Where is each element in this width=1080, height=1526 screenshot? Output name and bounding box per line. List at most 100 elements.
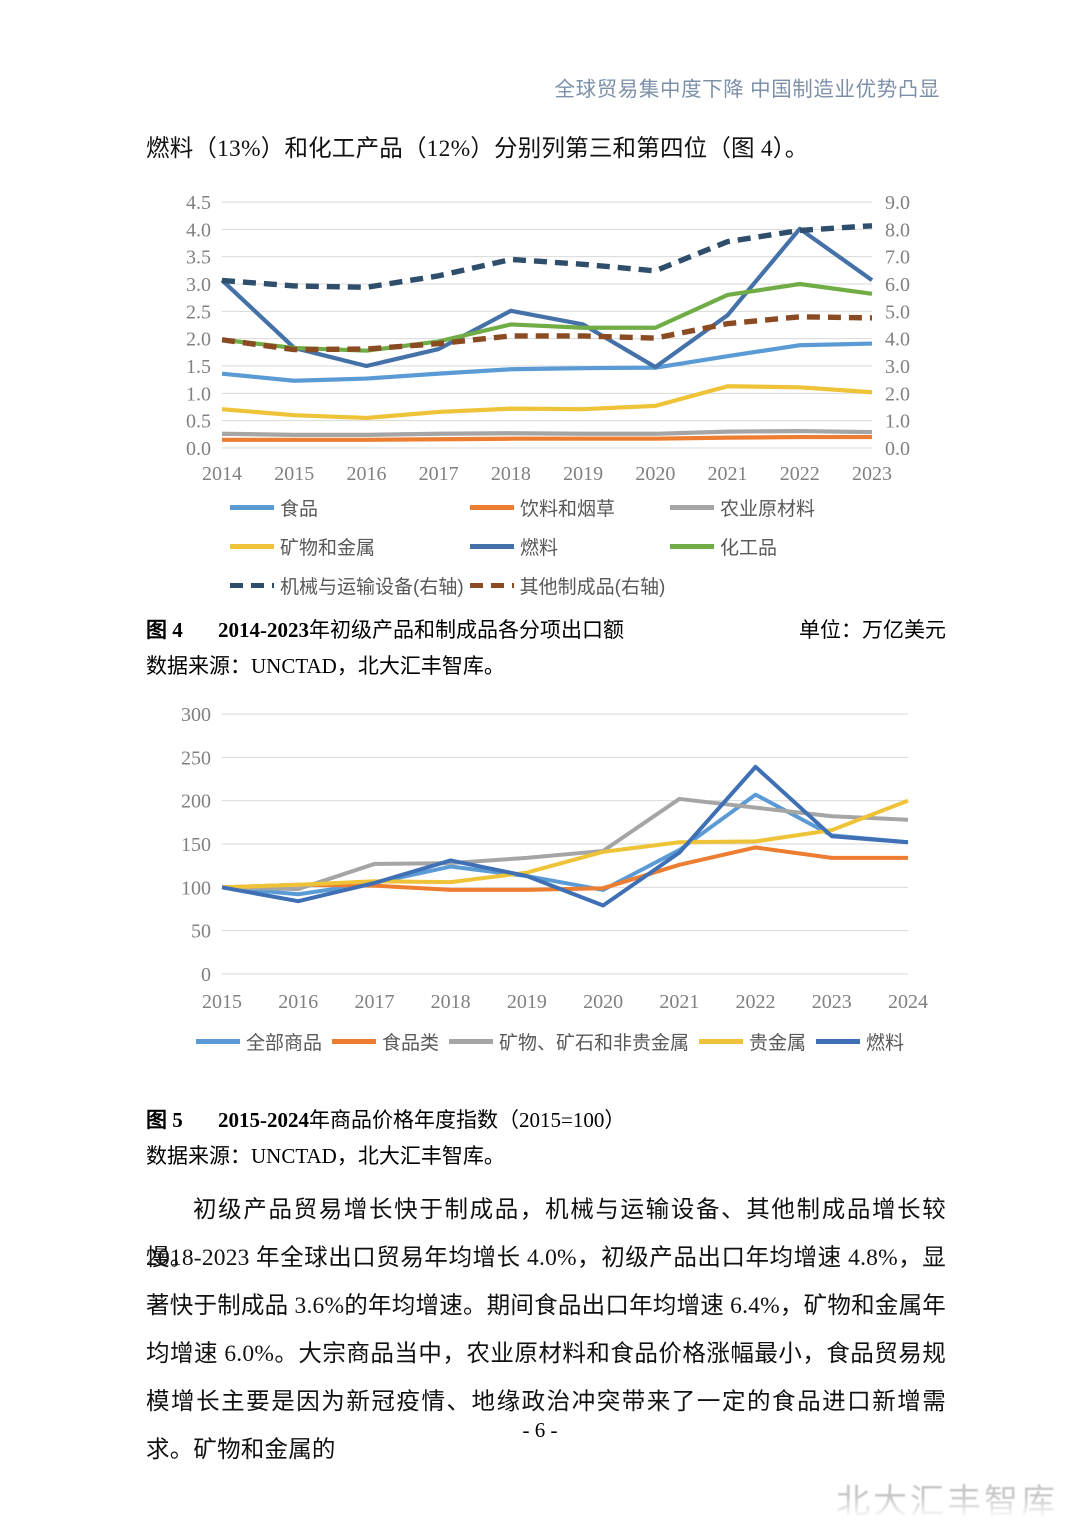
figure-5-caption-text: 年商品价格年度指数（2015=100） [309, 1108, 626, 1132]
y2-axis-tick-label: 3.0 [885, 356, 910, 378]
y2-axis-tick-label: 7.0 [885, 247, 910, 269]
x-axis-tick-label: 2015 [274, 463, 314, 485]
legend-dashed-swatch [230, 583, 274, 588]
y2-axis-tick-label: 8.0 [885, 219, 910, 241]
y-axis-tick-label: 100 [181, 877, 211, 899]
x-axis-tick-label: 2023 [812, 991, 852, 1013]
legend-line-swatch [670, 505, 714, 510]
series-line [222, 434, 872, 442]
x-axis-tick-label: 2016 [278, 991, 318, 1013]
series-line [221, 428, 873, 437]
series-line [221, 798, 909, 890]
y-axis-tick-label: 1.5 [186, 356, 211, 378]
figure-5-years: 2015-2024 [218, 1108, 309, 1132]
figure-4-years: 2014-2023 [218, 618, 309, 642]
x-axis-tick-label: 2021 [708, 463, 748, 485]
legend-item: 农业原材料 [670, 494, 890, 521]
figure4-plot: 0.0 0.5 1.0 1.5 2.0 2.5 3.0 3.5 4.0 4.5 0.0 1.0 2.0 3… [186, 192, 910, 485]
legend-line-swatch [195, 1039, 240, 1044]
legend-label: 燃料 [866, 1033, 905, 1054]
x-axis-tick-label: 2014 [202, 463, 242, 485]
legend-line-swatch [699, 1039, 743, 1044]
series-line [221, 796, 909, 892]
y-axis-tick-label: 4.5 [186, 192, 211, 214]
figure-5-caption: 图 5 2015-2024年商品价格年度指数（2015=100） [146, 1102, 946, 1138]
paragraph-top: 燃料（13%）和化工产品（12%）分别列第三和第四位（图 4）。 [146, 136, 809, 162]
x-axis-tick-label: 2023 [852, 463, 892, 485]
series-line [221, 764, 909, 908]
series-line [221, 341, 873, 383]
x-axis-tick-label: 2015 [202, 991, 242, 1013]
x-axis-tick-label: 2020 [635, 463, 675, 485]
x-axis-tick-label: 2022 [780, 463, 820, 485]
y2-axis-tick-label: 1.0 [885, 411, 910, 433]
figure-4-chart: 0.0 0.5 1.0 1.5 2.0 2.5 3.0 3.5 4.0 4.5 0.0 1.0 2.0 3… [150, 188, 950, 598]
legend-label: 其他制成品(右轴) [519, 577, 666, 598]
y-axis-tick-label: 0.0 [186, 438, 211, 460]
x-axis-tick-label: 2021 [659, 991, 699, 1013]
y2-axis-tick-label: 6.0 [885, 274, 910, 296]
legend-label: 矿物和金属 [280, 538, 376, 559]
legend-line-swatch [448, 1039, 493, 1044]
x-axis-tick-label: 2019 [507, 991, 547, 1013]
legend-line-swatch [470, 505, 514, 510]
legend-item: 燃料 [816, 1028, 904, 1055]
legend-line-swatch [470, 544, 514, 549]
x-axis-tick-label: 2018 [491, 463, 531, 485]
paragraph-bottom-body: 2018-2023 年全球出口贸易年均增长 4.0%，初级产品出口年均增速 4.… [146, 1245, 946, 1463]
y2-axis-tick-label: 9.0 [885, 192, 910, 214]
figure-5-caption-block: 图 5 2015-2024年商品价格年度指数（2015=100） 数据来源：UN… [146, 1102, 946, 1174]
legend-label: 食品 [280, 499, 319, 520]
y2-axis-tick-label: 0.0 [885, 438, 910, 460]
series-line [221, 792, 909, 897]
series-line [221, 314, 873, 353]
series-line [221, 384, 873, 421]
y-axis-tick-label: 150 [181, 834, 211, 856]
figure5-plot: 0 50 100 150 200 250 300 2015 2016 2017 2018 2019 20… [181, 704, 928, 1013]
legend-item: 矿物、矿石和非贵金属 [448, 1028, 689, 1055]
x-axis-tick-label: 2018 [431, 991, 471, 1013]
figure-5-legend: 全部商品 食品类 矿物、矿石和非贵金属 贵金属 燃料 [150, 1028, 950, 1055]
watermark: 北大汇丰智库 [836, 1483, 1058, 1521]
legend-line-swatch [670, 544, 714, 549]
legend-label: 化工品 [720, 538, 778, 559]
y2-axis-tick-label: 5.0 [885, 301, 910, 323]
legend-label: 食品类 [381, 1033, 439, 1054]
figure-4-caption-text: 年初级产品和制成品各分项出口额 [309, 618, 624, 642]
legend-line-swatch [230, 505, 274, 510]
legend-grid-solid: 食品 饮料和烟草 农业原材料矿物和金属 燃料 化工品 [230, 494, 890, 560]
x-axis-tick-label: 2019 [563, 463, 603, 485]
legend-label: 农业原材料 [720, 499, 816, 520]
legend-item: 贵金属 [699, 1028, 806, 1055]
legend-line-swatch [331, 1039, 376, 1044]
legend-item: 矿物和金属 [230, 533, 470, 560]
paragraph-bottom-lead: 初级产品贸易增长快于制成品，机械与运输设备、其他制成品增长较慢。 [146, 1197, 946, 1271]
legend-item: 饮料和烟草 [470, 494, 670, 521]
figure-4-unit: 单位：万亿美元 [799, 618, 946, 642]
y2-axis-tick-label: 4.0 [885, 329, 910, 351]
legend-label: 矿物、矿石和非贵金属 [498, 1033, 689, 1054]
y-axis-tick-label: 1.0 [186, 383, 211, 405]
legend-label: 机械与运输设备(右轴) [280, 577, 464, 598]
figure-4-legend: 食品 饮料和烟草 农业原材料矿物和金属 燃料 化工品机械与运输设备(右轴) 其他制成品(右… [230, 494, 890, 599]
y-axis-tick-label: 50 [191, 921, 211, 943]
y-axis-tick-label: 3.5 [186, 247, 211, 269]
figure-4-source: 数据来源：UNCTAD，北大汇丰智库。 [146, 654, 505, 678]
y-axis-tick-label: 0.5 [186, 411, 211, 433]
series-line [220, 226, 874, 370]
x-axis-tick-label: 2024 [888, 991, 928, 1013]
x-axis-tick-label: 2017 [419, 463, 459, 485]
legend-item: 燃料 [470, 533, 670, 560]
x-axis-tick-label: 2022 [736, 991, 776, 1013]
y-axis-tick-label: 4.0 [186, 219, 211, 241]
figure-5-label: 图 5 [146, 1108, 183, 1132]
y-axis-tick-label: 0 [201, 964, 211, 986]
legend-label: 饮料和烟草 [520, 499, 616, 520]
x-axis-tick-label: 2017 [354, 991, 394, 1013]
series-line [221, 223, 873, 290]
legend-item: 食品类 [331, 1028, 439, 1055]
running-head: 全球贸易集中度下降 中国制造业优势凸显 [554, 79, 940, 101]
page-number: - 6 - [522, 1418, 558, 1442]
legend-item: 全部商品 [195, 1028, 322, 1055]
